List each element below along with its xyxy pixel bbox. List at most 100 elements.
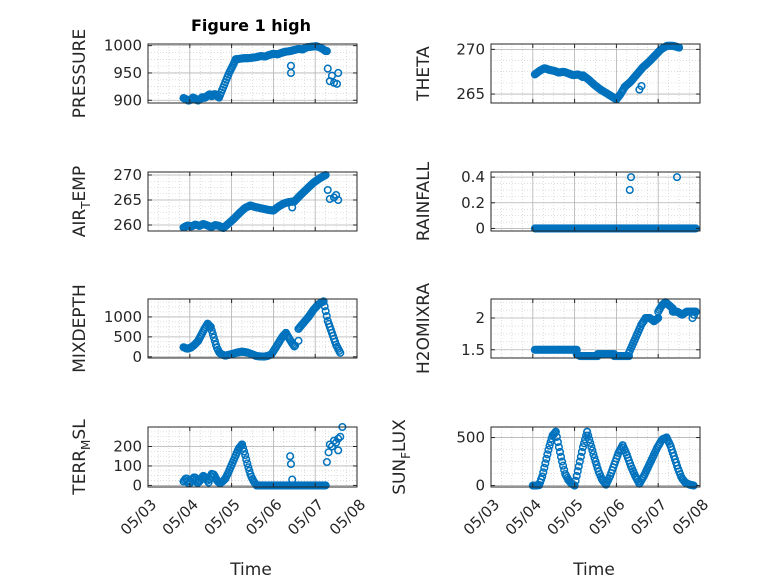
axes-box bbox=[147, 426, 358, 488]
data-point bbox=[554, 443, 563, 452]
data-point bbox=[559, 461, 568, 470]
data-markers bbox=[530, 298, 700, 361]
data-point bbox=[319, 297, 328, 306]
y-tick-label: 1.5 bbox=[461, 341, 485, 359]
y-tick-label: 0 bbox=[132, 348, 142, 366]
data-point bbox=[558, 457, 567, 466]
data-point bbox=[556, 452, 566, 461]
y-tick-label: 270 bbox=[113, 166, 142, 184]
axes-box bbox=[490, 43, 701, 104]
y-tick-label: 270 bbox=[456, 40, 485, 58]
data-point bbox=[551, 427, 560, 436]
y-label-tail: EMP bbox=[70, 166, 90, 202]
y-tick-label: 200 bbox=[113, 437, 142, 455]
x-axis-label-left: Time bbox=[229, 560, 272, 580]
y-tick-label: 500 bbox=[113, 328, 142, 346]
x-tick-label: 05/03 bbox=[460, 495, 503, 538]
y-tick-label: 260 bbox=[113, 216, 142, 234]
axes-box bbox=[147, 298, 358, 359]
y-tick-label: 900 bbox=[113, 91, 142, 109]
figure-title: Figure 1 high bbox=[191, 16, 311, 35]
data-point bbox=[324, 448, 333, 457]
data-markers bbox=[530, 41, 684, 104]
data-point bbox=[553, 437, 562, 447]
data-markers bbox=[528, 427, 698, 490]
data-point bbox=[325, 194, 334, 204]
data-point bbox=[332, 190, 341, 200]
data-point bbox=[332, 438, 341, 447]
data-point bbox=[588, 446, 597, 455]
subplot-mixdepth: 0 500 1000 MIXDEPTH bbox=[70, 284, 358, 373]
y-tick-label: 265 bbox=[456, 85, 485, 103]
y-label-main: PRESSURE bbox=[70, 29, 90, 118]
x-tick-label: 05/08 bbox=[669, 495, 712, 538]
data-point bbox=[241, 451, 250, 460]
y-tick-label: 1000 bbox=[104, 37, 142, 55]
data-point bbox=[573, 467, 582, 476]
y-axis-label: RAINFALL bbox=[414, 161, 434, 241]
y-label-subscript: F bbox=[399, 452, 413, 459]
y-axis-label: SUNFLUX bbox=[390, 419, 413, 495]
data-point bbox=[552, 432, 561, 441]
y-tick-label: 950 bbox=[113, 64, 142, 82]
y-tick-label: 1000 bbox=[104, 308, 142, 326]
data-point bbox=[334, 434, 343, 443]
y-label-main: H2OMIXRA bbox=[414, 283, 434, 374]
y-label-main: TERR bbox=[70, 450, 90, 496]
data-point bbox=[209, 333, 218, 342]
axes-box bbox=[490, 426, 701, 488]
data-point bbox=[239, 443, 248, 453]
data-point bbox=[320, 302, 329, 311]
data-point bbox=[334, 446, 343, 455]
data-point bbox=[550, 428, 559, 438]
data-point bbox=[539, 468, 548, 477]
y-label-main: AIR bbox=[70, 209, 90, 238]
data-point bbox=[575, 457, 584, 466]
data-point bbox=[577, 447, 586, 457]
y-axis-label: H2OMIXRA bbox=[414, 283, 434, 374]
data-point bbox=[591, 457, 600, 466]
data-point bbox=[322, 458, 331, 467]
data-point bbox=[208, 329, 217, 339]
y-tick-label: 0 bbox=[475, 477, 485, 495]
subplot-theta: 265 270 THETA bbox=[414, 40, 701, 104]
data-point bbox=[570, 481, 579, 490]
y-label-subscript: M bbox=[79, 440, 93, 450]
data-point bbox=[571, 476, 580, 485]
data-point bbox=[587, 442, 596, 451]
data-point bbox=[586, 438, 595, 448]
data-point bbox=[574, 462, 583, 471]
x-tick-label: 05/03 bbox=[117, 495, 160, 538]
data-point bbox=[585, 435, 594, 444]
y-label-main: SUN bbox=[390, 459, 410, 495]
data-point bbox=[244, 463, 253, 472]
x-tick-label: 05/05 bbox=[200, 495, 243, 538]
subplot-air_temp: 260 265 270 AIRTEMP bbox=[70, 166, 358, 237]
data-point bbox=[545, 441, 554, 450]
data-point bbox=[626, 173, 636, 182]
data-point bbox=[205, 321, 214, 330]
data-point bbox=[242, 455, 251, 464]
subplot-pressure: 900 950 1000 PRESSURE bbox=[70, 29, 358, 118]
data-point bbox=[637, 81, 646, 91]
x-tick-label: 05/08 bbox=[326, 495, 369, 538]
data-point bbox=[286, 68, 296, 77]
data-point bbox=[576, 452, 585, 461]
data-point bbox=[544, 445, 553, 454]
y-tick-label: 100 bbox=[113, 457, 142, 475]
data-point bbox=[238, 440, 247, 449]
data-point bbox=[590, 453, 599, 462]
data-point bbox=[286, 452, 295, 461]
data-point bbox=[321, 307, 330, 316]
y-tick-label: 265 bbox=[113, 191, 142, 209]
y-axis-label: MIXDEPTH bbox=[70, 284, 90, 373]
axes-box bbox=[490, 298, 701, 359]
y-axis-label: AIRTEMP bbox=[70, 166, 93, 237]
data-point bbox=[240, 447, 249, 456]
axes-box bbox=[147, 171, 358, 232]
y-tick-label: 0 bbox=[475, 219, 485, 237]
data-point bbox=[541, 459, 550, 468]
data-markers bbox=[530, 173, 700, 233]
